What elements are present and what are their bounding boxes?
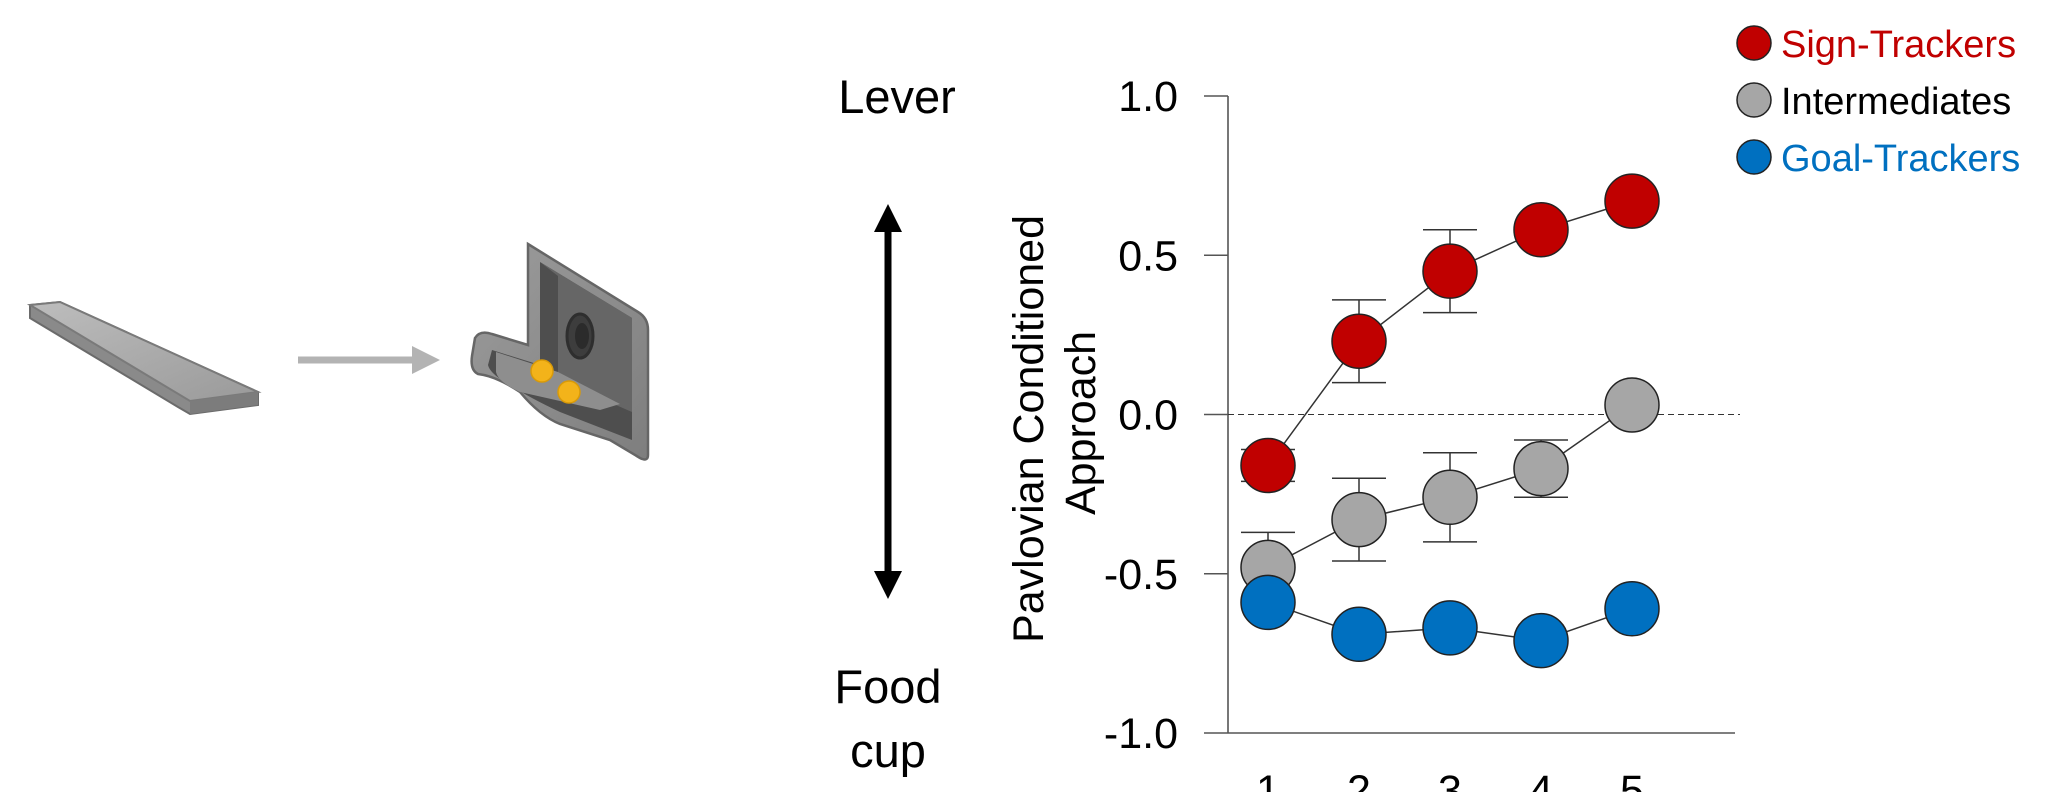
data-point [1422, 243, 1478, 299]
lever-icon [26, 300, 262, 416]
approach-scale: Lever Food cup [834, 70, 955, 777]
food-cup-label-line1: Food [834, 660, 941, 713]
chart: 1.0 0.5 0.0 -0.5 -1.0 1 2 3 4 5 [1104, 73, 1740, 792]
data-point [1331, 313, 1387, 369]
data-point [1331, 606, 1387, 663]
data-point [1422, 469, 1478, 526]
legend-label: Goal-Trackers [1781, 138, 2020, 180]
food-pellet-icon [530, 359, 554, 383]
y-tick-label: 1.0 [1118, 73, 1178, 121]
food-cup-label-line2: cup [850, 724, 926, 777]
legend-label: Intermediates [1781, 81, 2011, 123]
food-pellet-icon [557, 380, 581, 404]
data-point [1604, 173, 1660, 229]
y-tick-label: -0.5 [1104, 551, 1178, 599]
data-point [1240, 574, 1296, 631]
y-tick-label: -1.0 [1104, 710, 1178, 758]
data-point [1513, 202, 1569, 258]
data-point [1604, 377, 1660, 433]
legend: Sign-Trackers Intermediates Goal-Trackers [1736, 24, 2020, 180]
data-point [1513, 440, 1569, 497]
legend-marker [1736, 25, 1772, 61]
food-cup-icon [470, 241, 650, 461]
arrow-right-icon [298, 346, 440, 374]
x-tick-label: 4 [1529, 767, 1553, 792]
y-tick-label: 0.5 [1118, 232, 1178, 280]
data-point [1422, 600, 1478, 656]
y-axis-title-line2: Approach [1057, 331, 1105, 515]
x-tick-label: 2 [1347, 767, 1371, 792]
y-tick-label: 0.0 [1118, 392, 1178, 440]
data-point [1331, 491, 1387, 548]
lever-label: Lever [838, 70, 956, 123]
legend-marker [1736, 139, 1772, 175]
x-tick-label: 1 [1256, 767, 1280, 792]
legend-label: Sign-Trackers [1781, 24, 2016, 66]
legend-marker [1736, 82, 1772, 118]
illustration [26, 241, 650, 461]
x-tick-label: 3 [1438, 767, 1462, 792]
data-point [1604, 581, 1660, 637]
x-tick-label: 5 [1620, 767, 1644, 792]
y-axis-title: Pavlovian Conditioned Approach [1005, 203, 1105, 643]
data-point [1240, 437, 1296, 494]
data-point [1513, 612, 1569, 669]
y-axis-title-line1: Pavlovian Conditioned [1005, 215, 1053, 643]
